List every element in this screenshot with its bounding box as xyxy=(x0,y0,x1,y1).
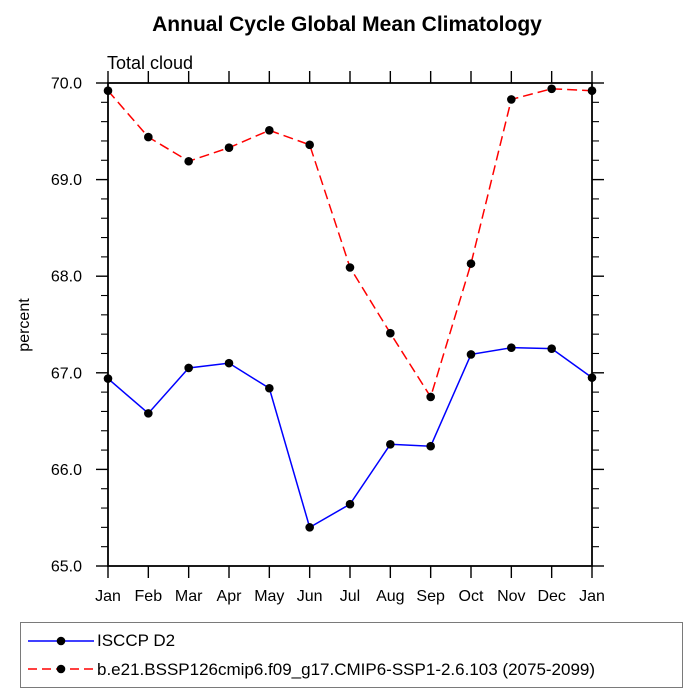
chart-plot-area: Annual Cycle Global Mean Climatology Tot… xyxy=(16,13,605,606)
x-tick-label: Jan xyxy=(95,588,121,605)
x-tick-label: Feb xyxy=(135,588,163,605)
data-point xyxy=(265,126,274,135)
data-point xyxy=(426,392,435,402)
data-point xyxy=(345,499,355,509)
data-point xyxy=(507,95,516,104)
x-tick-label: Oct xyxy=(459,588,484,605)
x-tick-label: Jun xyxy=(297,588,323,605)
x-tick-label: Jan xyxy=(579,588,605,605)
axis-tick-labels: 65.0 66.0 67.0 68.0 69.0 70.0 Jan Feb Mar Apr May J… xyxy=(51,76,605,606)
data-point xyxy=(305,523,314,532)
axis-ticks xyxy=(96,71,604,578)
x-tick-label: Dec xyxy=(537,588,565,605)
x-tick-label: Mar xyxy=(175,588,203,605)
data-point xyxy=(305,140,314,150)
y-axis-label: percent xyxy=(16,298,33,352)
series-line-1 xyxy=(107,88,593,399)
data-point xyxy=(224,358,234,368)
data-point xyxy=(265,383,274,393)
legend-sample-marker xyxy=(56,665,66,674)
data-point xyxy=(547,344,556,353)
legend-item-isccp: ISCCP D2 xyxy=(25,628,682,654)
data-point xyxy=(224,143,234,153)
chart-title: Annual Cycle Global Mean Climatology xyxy=(152,13,542,36)
data-point xyxy=(103,374,113,383)
data-point xyxy=(507,343,516,352)
data-point xyxy=(184,156,193,166)
y-tick-label: 70.0 xyxy=(51,76,82,93)
data-point xyxy=(386,439,395,449)
chart-subtitle: Total cloud xyxy=(107,53,193,73)
data-point xyxy=(184,363,193,373)
y-tick-label: 67.0 xyxy=(51,365,82,382)
axis-frame xyxy=(107,82,593,567)
data-point xyxy=(466,350,476,359)
y-tick-label: 66.0 xyxy=(51,462,82,479)
x-tick-label: Jul xyxy=(340,588,360,605)
legend-sample-marker xyxy=(56,636,66,645)
x-tick-label: Apr xyxy=(217,588,243,605)
x-tick-label: May xyxy=(254,588,284,605)
x-tick-label: Sep xyxy=(416,588,445,605)
y-tick-label: 68.0 xyxy=(51,269,82,286)
legend-line-sample-solid xyxy=(28,636,94,645)
data-point xyxy=(587,373,597,382)
data-point xyxy=(144,132,153,142)
data-point xyxy=(547,84,556,94)
x-tick-label: Aug xyxy=(376,588,404,605)
data-point xyxy=(144,409,153,418)
x-tick-label: Nov xyxy=(497,588,525,605)
legend-label: b.e21.BSSP126cmip6.f09_g17.CMIP6-SSP1-2.… xyxy=(97,659,596,679)
data-point xyxy=(426,441,435,451)
data-point xyxy=(587,86,597,96)
y-tick-label: 65.0 xyxy=(51,559,82,576)
data-point xyxy=(345,263,355,272)
data-point xyxy=(386,328,395,338)
data-series xyxy=(103,84,597,532)
legend-item-model: b.e21.BSSP126cmip6.f09_g17.CMIP6-SSP1-2.… xyxy=(25,656,682,682)
y-tick-label: 69.0 xyxy=(51,172,82,189)
legend: ISCCP D2 b.e21.BSSP126cmip6.f09_g17.CMIP… xyxy=(20,622,683,688)
data-point xyxy=(466,259,476,268)
legend-label: ISCCP D2 xyxy=(97,631,176,651)
legend-line-sample-dashed xyxy=(28,665,94,674)
data-point xyxy=(103,86,113,96)
plot-frame xyxy=(107,82,593,567)
